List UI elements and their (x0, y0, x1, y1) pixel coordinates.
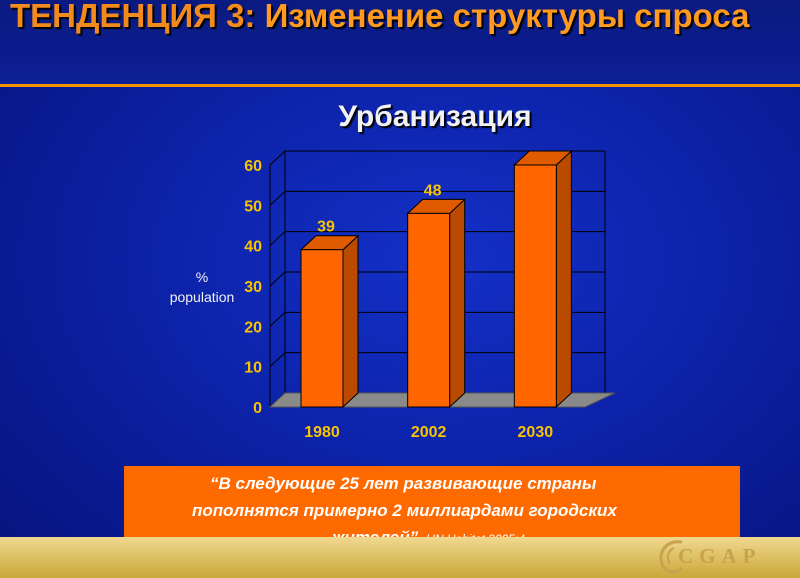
chart-y-axis-label: % population (170, 269, 235, 305)
quote-line-1: “В следующие 25 лет развивающие страны (210, 474, 597, 493)
bar-front (513, 164, 557, 408)
cgap-logo: CGAP (652, 534, 800, 578)
chart-data-labels: 39 48 60 (317, 150, 548, 236)
y-tick-label: 30 (244, 279, 262, 296)
x-tick-label: 1980 (304, 424, 340, 441)
title-main: ТЕНДЕНЦИЯ 3: (10, 0, 256, 34)
x-tick-label: 2030 (518, 424, 554, 441)
bar-1980 (299, 234, 360, 409)
y-axis-label-line: % (196, 269, 208, 285)
slide-title: ТЕНДЕНЦИЯ 3: Изменение структуры спроса (10, 0, 790, 36)
y-tick-label: 0 (253, 400, 262, 417)
gridline-side (269, 190, 286, 206)
x-tick-label: 2002 (411, 424, 447, 441)
gridline-side (269, 231, 286, 247)
gridline-side (269, 271, 286, 287)
bar-side (342, 234, 359, 409)
bar-side (449, 198, 466, 409)
slide-subtitle: Урбанизация (338, 100, 532, 133)
bar-front (407, 212, 451, 408)
title-sub: Изменение структуры спроса (255, 0, 750, 34)
logo-text: CGAP (678, 544, 762, 568)
bar-front (300, 249, 344, 408)
data-label: 60 (530, 150, 548, 151)
gridline-side (269, 352, 286, 368)
header-bar: ТЕНДЕНЦИЯ 3: Изменение структуры спроса (0, 0, 800, 84)
y-axis-label-line: population (170, 289, 235, 305)
bar-2002 (406, 198, 466, 409)
y-tick-label: 20 (244, 319, 262, 336)
data-label: 39 (317, 219, 335, 236)
data-label: 48 (424, 182, 442, 199)
y-tick-label: 10 (244, 360, 262, 377)
cgap-swirl-icon (659, 540, 684, 574)
bar-side (555, 150, 572, 409)
chart-y-ticks: 0 10 20 30 40 50 60 (244, 158, 262, 417)
header-divider (0, 84, 800, 87)
bar-2030 (513, 150, 573, 409)
y-tick-label: 50 (244, 198, 262, 215)
chart-x-ticks: 1980 2002 2030 (304, 424, 553, 441)
y-tick-label: 40 (244, 239, 262, 256)
quote-line-2: пополнятся примерно 2 миллиардами городс… (192, 501, 617, 520)
gridline-side (269, 311, 286, 327)
chart-bars (299, 150, 573, 409)
gridline-side (269, 150, 286, 166)
y-tick-label: 60 (244, 158, 262, 175)
